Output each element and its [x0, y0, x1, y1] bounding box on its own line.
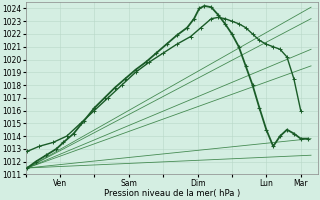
X-axis label: Pression niveau de la mer( hPa ): Pression niveau de la mer( hPa ): [104, 189, 240, 198]
